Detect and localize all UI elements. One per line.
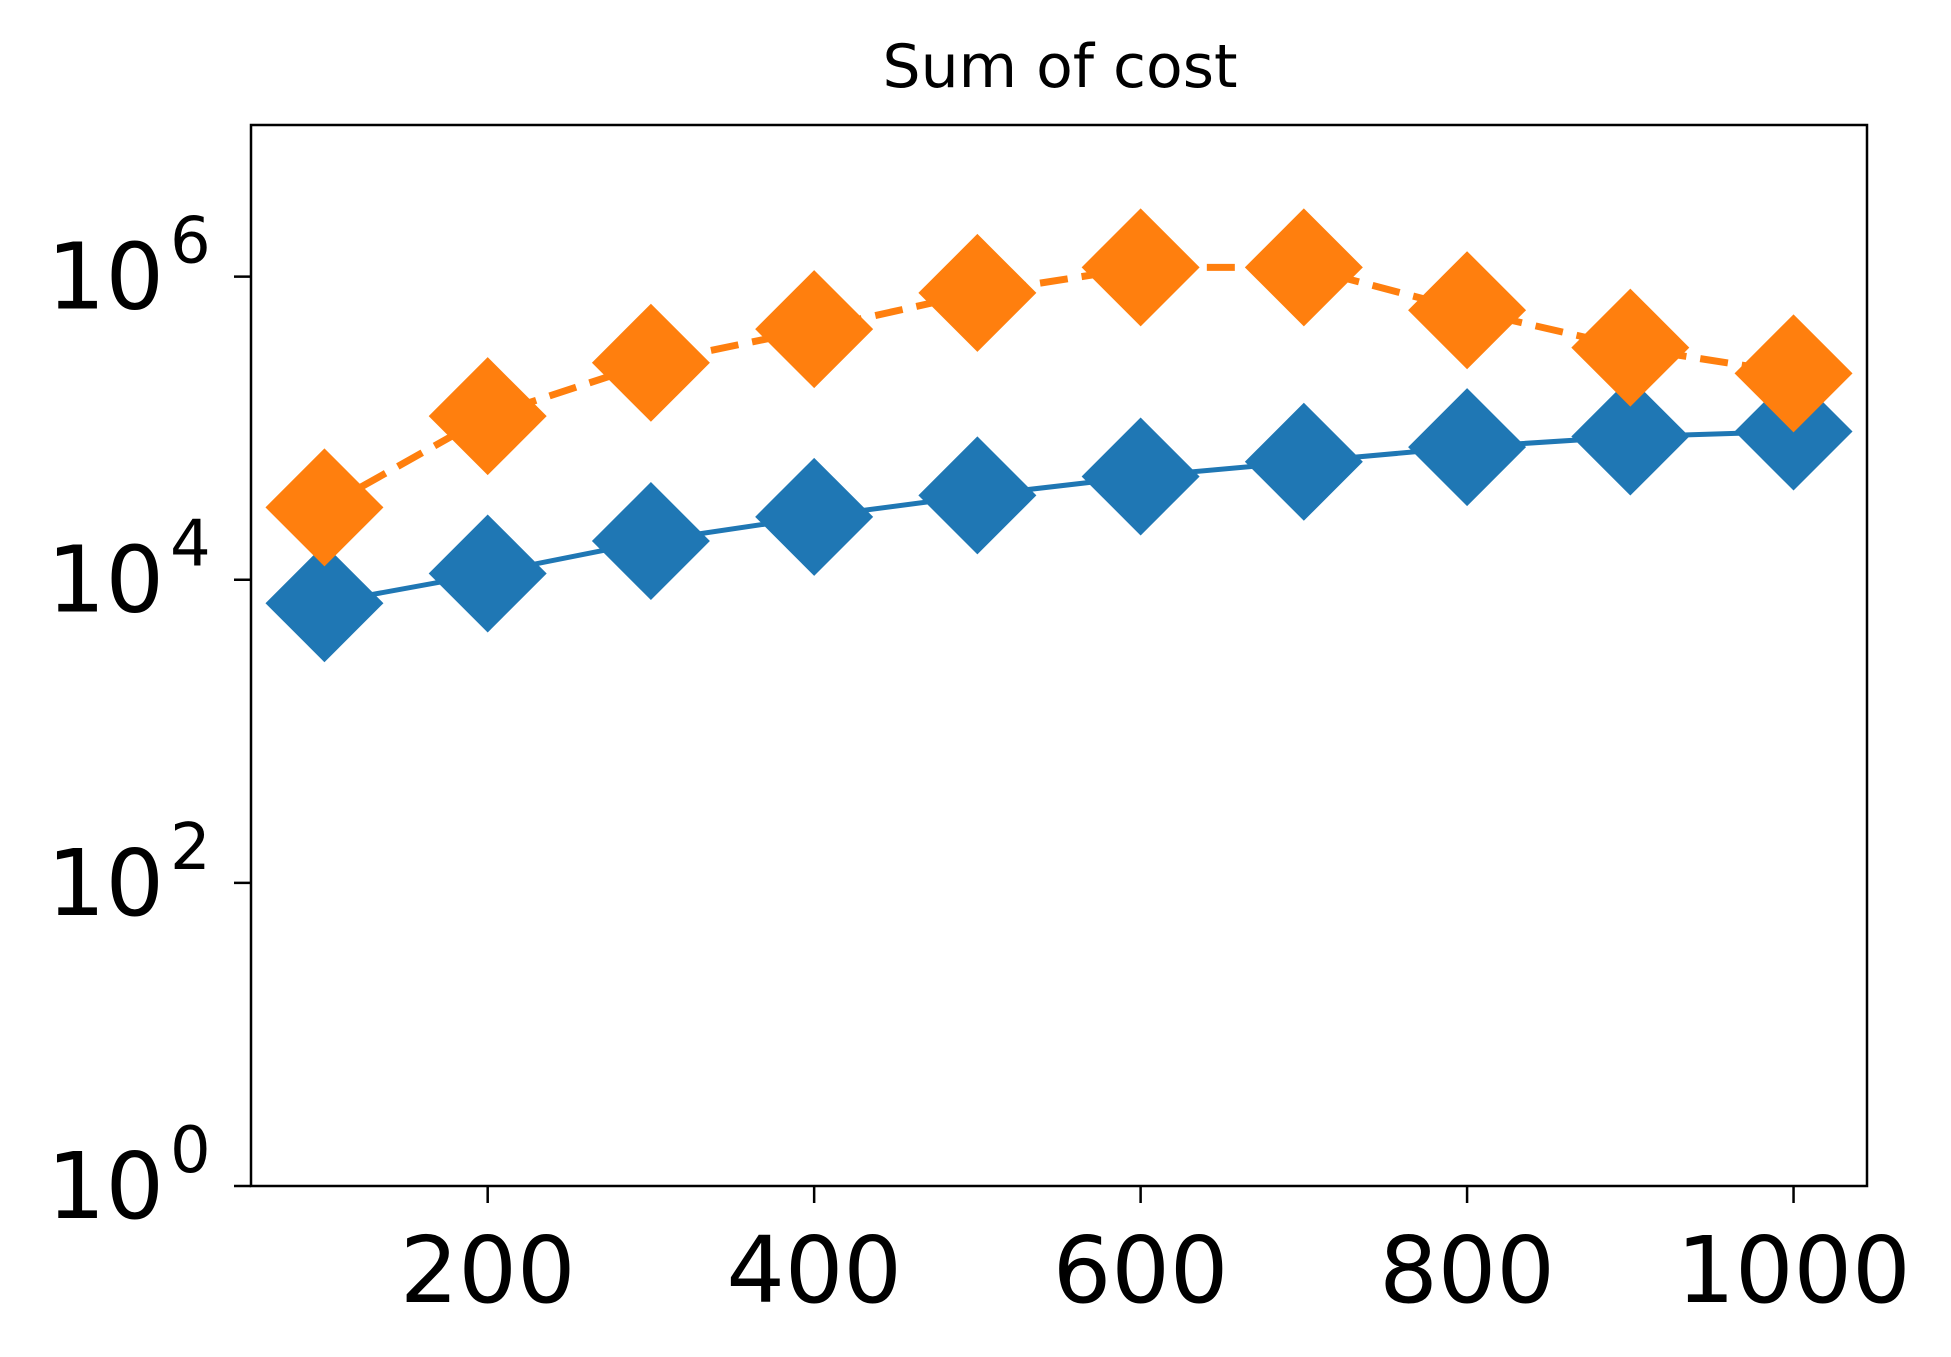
y-tick-label: 10 bbox=[47, 527, 164, 634]
series-2-line bbox=[322, 263, 1795, 511]
x-tick-label: 600 bbox=[1053, 1217, 1229, 1324]
y-tick-label: 10 bbox=[47, 830, 164, 937]
series-2-marker bbox=[1734, 314, 1853, 433]
series-2-marker bbox=[1408, 251, 1527, 370]
series-1-marker bbox=[591, 482, 710, 601]
series-2-marker bbox=[1571, 288, 1690, 407]
series-2-marker bbox=[755, 270, 874, 389]
y-tick-exponent: 6 bbox=[170, 205, 211, 279]
y-tick-label: 10 bbox=[47, 224, 164, 331]
series-2-marker bbox=[265, 448, 384, 567]
series-1-marker bbox=[755, 457, 874, 576]
series-1-line bbox=[324, 429, 1794, 606]
plot-frame bbox=[249, 123, 1869, 1188]
x-tick-label: 800 bbox=[1379, 1217, 1555, 1324]
x-axis: 200 400 600 800 1000 bbox=[400, 1186, 1911, 1324]
series-2-marker bbox=[1244, 208, 1363, 327]
series-1-marker bbox=[918, 436, 1037, 555]
series-1-marker bbox=[265, 544, 384, 663]
series-1-marker bbox=[1408, 388, 1527, 507]
series-1-marker bbox=[1244, 402, 1363, 521]
y-tick-exponent: 2 bbox=[170, 811, 211, 885]
series-1-marker bbox=[1081, 417, 1200, 536]
series-2-marker bbox=[918, 233, 1037, 352]
plot-area bbox=[265, 208, 1853, 663]
series-2-marker bbox=[428, 357, 547, 476]
x-tick-label: 1000 bbox=[1676, 1217, 1910, 1324]
series-2-marker bbox=[1081, 208, 1200, 327]
chart-title: Sum of cost bbox=[882, 32, 1237, 102]
x-tick-label: 400 bbox=[726, 1217, 902, 1324]
series-1-marker bbox=[428, 514, 547, 633]
y-tick-label: 10 bbox=[47, 1133, 164, 1240]
x-tick-label: 200 bbox=[400, 1217, 576, 1324]
series-1-marker bbox=[1571, 377, 1690, 496]
series-2-marker bbox=[591, 303, 710, 422]
y-tick-exponent: 4 bbox=[170, 508, 211, 582]
y-tick-exponent: 0 bbox=[170, 1114, 211, 1188]
